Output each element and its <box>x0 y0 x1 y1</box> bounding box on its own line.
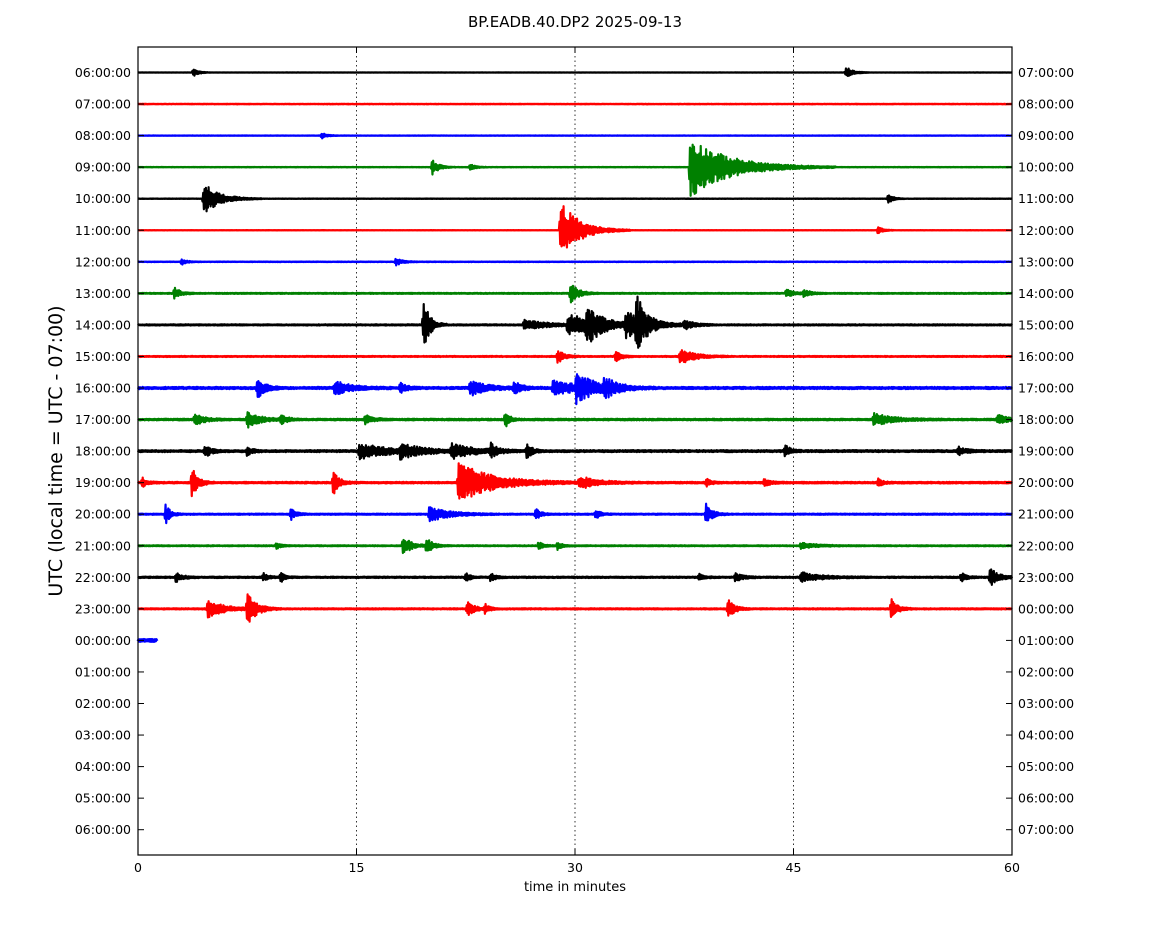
trace-row-1 <box>137 102 1013 106</box>
x-tick-label: 0 <box>134 860 142 875</box>
left-tick-label: 22:00:00 <box>75 570 131 585</box>
seismic-traces <box>136 67 1014 643</box>
x-axis: 0 15 30 45 60 <box>134 47 1020 875</box>
left-tick-label: 00:00:00 <box>75 633 131 648</box>
trace-row-5 <box>137 205 1013 249</box>
left-tick-label: 06:00:00 <box>75 822 131 837</box>
trace-row-10 <box>136 373 1013 406</box>
trace-row-16 <box>137 568 1014 586</box>
trace-row-12 <box>136 441 1013 461</box>
left-tick-label: 18:00:00 <box>75 444 131 459</box>
right-tick-label: 01:00:00 <box>1018 633 1074 648</box>
left-tick-label: 15:00:00 <box>75 349 131 364</box>
trace-row-14 <box>137 502 1013 525</box>
left-tick-label: 08:00:00 <box>75 128 131 143</box>
x-tick-label: 45 <box>786 860 802 875</box>
right-tick-label: 07:00:00 <box>1018 65 1074 80</box>
right-tick-label: 10:00:00 <box>1018 160 1074 175</box>
right-tick-label: 23:00:00 <box>1018 570 1074 585</box>
left-tick-label: 05:00:00 <box>75 791 131 806</box>
left-tick-label: 04:00:00 <box>75 759 131 774</box>
right-tick-label: 18:00:00 <box>1018 412 1074 427</box>
right-tick-label: 20:00:00 <box>1018 475 1074 490</box>
right-tick-label: 14:00:00 <box>1018 286 1074 301</box>
trace-row-13 <box>137 462 1013 500</box>
left-tick-label: 03:00:00 <box>75 728 131 743</box>
trace-row-8 <box>137 295 1013 349</box>
right-tick-label: 17:00:00 <box>1018 381 1074 396</box>
right-tick-label: 22:00:00 <box>1018 538 1074 553</box>
left-tick-label: 21:00:00 <box>75 538 131 553</box>
left-tick-label: 11:00:00 <box>75 223 131 238</box>
left-tick-label: 09:00:00 <box>75 160 131 175</box>
trace-row-17 <box>137 593 1013 623</box>
left-tick-label: 02:00:00 <box>75 696 131 711</box>
right-tick-label: 09:00:00 <box>1018 128 1074 143</box>
trace-row-0 <box>137 67 1013 78</box>
x-axis-label: time in minutes <box>524 880 626 895</box>
right-time-axis: 07:00:00 08:00:00 09:00:00 10:00:00 11:00:00… <box>1006 65 1074 837</box>
chart-title: BP.EADB.40.DP2 2025-09-13 <box>468 13 682 31</box>
right-tick-label: 13:00:00 <box>1018 254 1074 269</box>
trace-row-4 <box>137 186 1013 213</box>
right-tick-label: 00:00:00 <box>1018 601 1074 616</box>
right-tick-label: 06:00:00 <box>1018 791 1074 806</box>
right-tick-label: 04:00:00 <box>1018 728 1074 743</box>
right-tick-label: 11:00:00 <box>1018 191 1074 206</box>
left-tick-label: 01:00:00 <box>75 664 131 679</box>
right-tick-label: 16:00:00 <box>1018 349 1074 364</box>
trace-row-15 <box>137 538 1013 555</box>
trace-row-6 <box>137 257 1013 267</box>
left-time-axis: 06:00:00 07:00:00 08:00:00 09:00:00 10:00:00… <box>75 65 144 837</box>
trace-row-7 <box>137 284 1013 304</box>
left-tick-label: 23:00:00 <box>75 601 131 616</box>
left-tick-label: 20:00:00 <box>75 507 131 522</box>
left-tick-label: 06:00:00 <box>75 65 131 80</box>
left-tick-label: 12:00:00 <box>75 254 131 269</box>
right-tick-label: 03:00:00 <box>1018 696 1074 711</box>
right-tick-label: 02:00:00 <box>1018 664 1074 679</box>
right-tick-label: 15:00:00 <box>1018 317 1074 332</box>
trace-row-9 <box>137 349 1013 364</box>
trace-row-2 <box>137 132 1013 140</box>
left-tick-label: 07:00:00 <box>75 97 131 112</box>
x-tick-label: 60 <box>1004 860 1020 875</box>
right-tick-label: 21:00:00 <box>1018 507 1074 522</box>
x-tick-label: 15 <box>349 860 365 875</box>
right-tick-label: 19:00:00 <box>1018 444 1074 459</box>
y-axis-label: UTC (local time = UTC - 07:00) <box>45 305 67 596</box>
left-tick-label: 14:00:00 <box>75 317 131 332</box>
left-tick-label: 19:00:00 <box>75 475 131 490</box>
trace-row-11 <box>137 411 1014 429</box>
x-tick-label: 30 <box>567 860 583 875</box>
left-tick-label: 17:00:00 <box>75 412 131 427</box>
right-tick-label: 07:00:00 <box>1018 822 1074 837</box>
right-tick-label: 08:00:00 <box>1018 97 1074 112</box>
left-tick-label: 13:00:00 <box>75 286 131 301</box>
left-tick-label: 16:00:00 <box>75 381 131 396</box>
trace-row-3 <box>137 143 1013 197</box>
right-tick-label: 12:00:00 <box>1018 223 1074 238</box>
left-tick-label: 10:00:00 <box>75 191 131 206</box>
right-tick-label: 05:00:00 <box>1018 759 1074 774</box>
